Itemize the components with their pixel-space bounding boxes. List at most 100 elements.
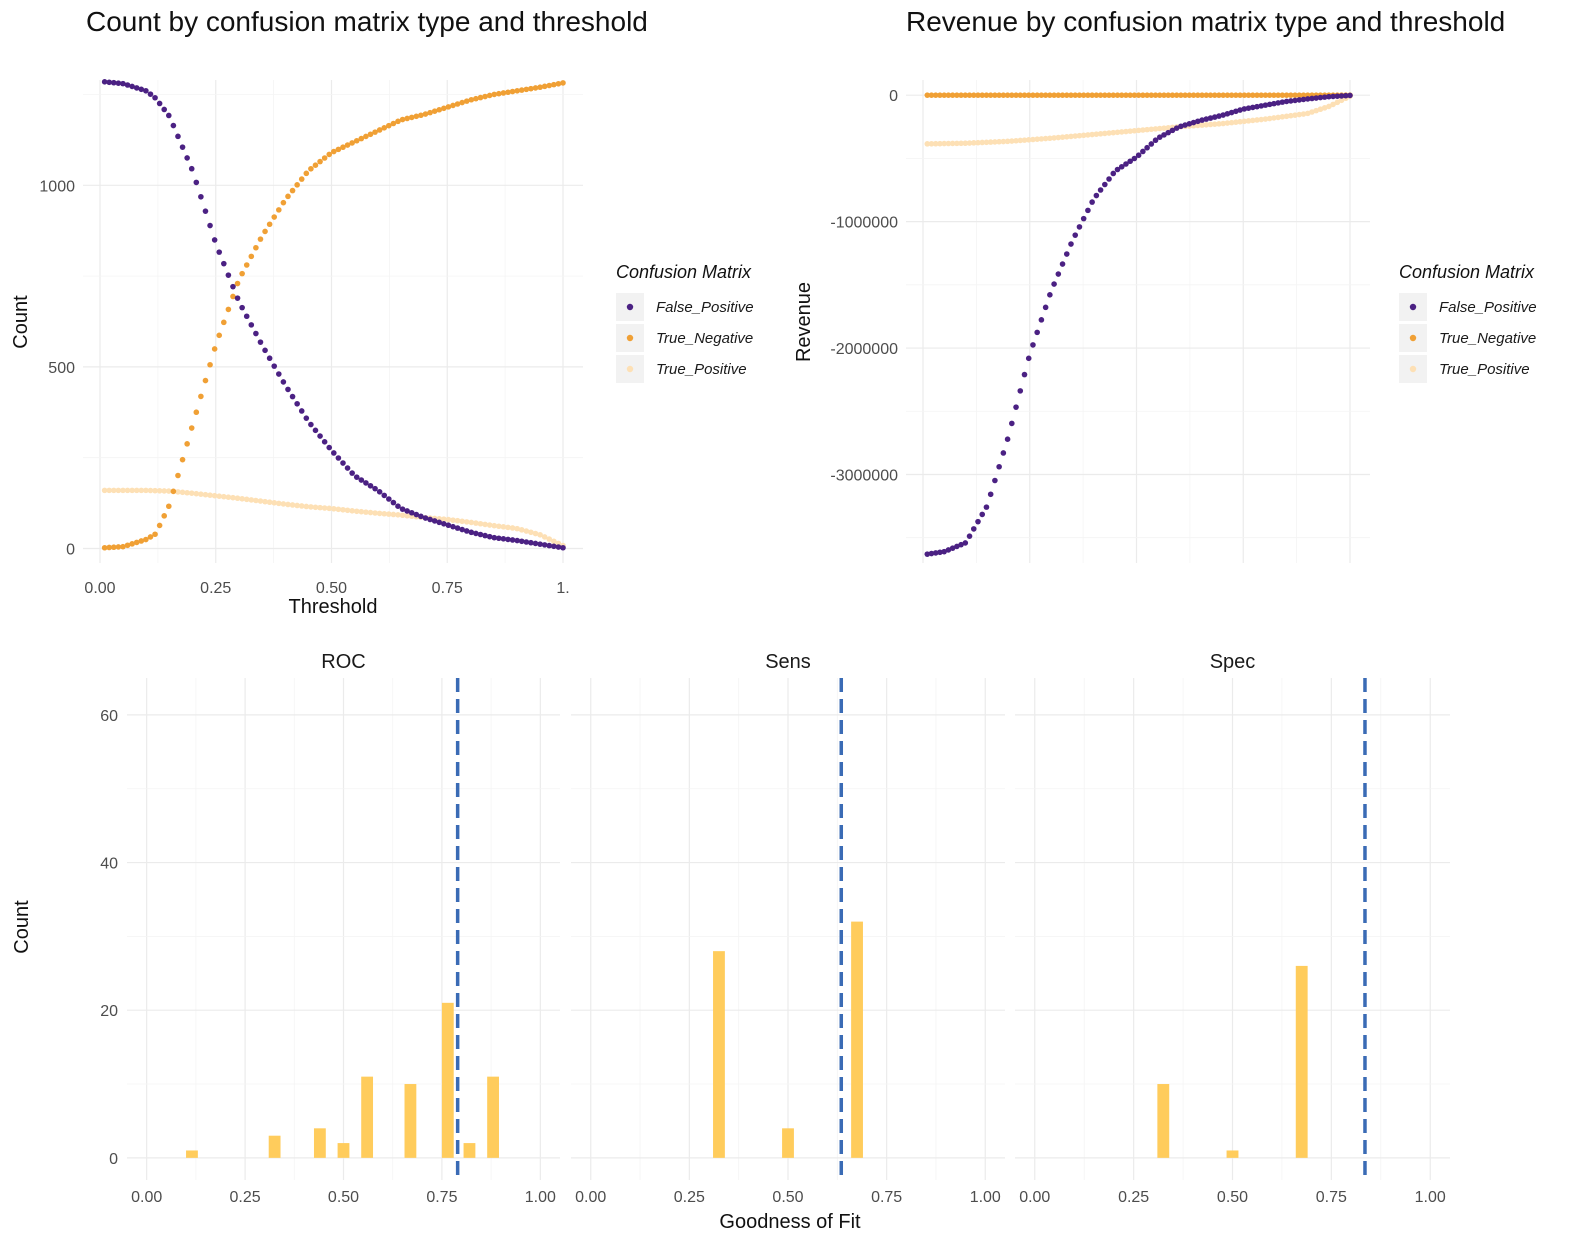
point-true-positive bbox=[106, 487, 113, 494]
point-true-positive bbox=[1207, 121, 1214, 128]
point-true-positive bbox=[1161, 125, 1167, 131]
point-true-positive bbox=[482, 521, 488, 528]
point-true-positive bbox=[1123, 128, 1129, 135]
point-false-positive bbox=[202, 208, 209, 214]
point-true-positive bbox=[1220, 120, 1226, 127]
point-false-positive bbox=[551, 543, 557, 550]
point-false-positive bbox=[1038, 317, 1045, 323]
point-true-negative bbox=[1249, 92, 1256, 98]
point-false-positive bbox=[372, 485, 378, 492]
point-false-positive bbox=[1034, 329, 1040, 336]
histogram-bar bbox=[441, 1002, 454, 1158]
point-false-positive bbox=[1055, 271, 1062, 277]
point-true-negative bbox=[166, 503, 172, 510]
x-tick-label: 0.75 bbox=[1316, 1189, 1347, 1206]
point-true-negative bbox=[541, 83, 548, 90]
point-true-positive bbox=[399, 512, 406, 519]
point-true-positive bbox=[1063, 133, 1070, 140]
point-true-negative bbox=[992, 92, 998, 98]
point-true-positive bbox=[363, 509, 369, 515]
point-true-positive bbox=[1068, 133, 1074, 140]
x-tick-label: 0.25 bbox=[230, 1189, 261, 1206]
point-true-negative bbox=[1144, 92, 1150, 98]
count-chart-y-label: Count bbox=[10, 295, 32, 349]
x-tick-label: 0.25 bbox=[1118, 1189, 1149, 1206]
point-false-positive bbox=[1093, 192, 1100, 199]
point-false-positive bbox=[1165, 129, 1172, 136]
point-true-positive bbox=[262, 498, 268, 505]
point-true-negative bbox=[326, 151, 333, 158]
point-true-positive bbox=[1304, 110, 1311, 117]
point-true-positive bbox=[551, 538, 557, 545]
point-false-positive bbox=[1342, 92, 1349, 99]
point-true-positive bbox=[221, 493, 227, 500]
point-false-positive bbox=[303, 415, 310, 421]
point-true-positive bbox=[1009, 138, 1015, 144]
point-true-negative bbox=[1009, 92, 1015, 98]
point-false-positive bbox=[381, 492, 388, 499]
point-true-positive bbox=[1118, 129, 1125, 135]
point-true-positive bbox=[120, 487, 126, 494]
point-false-positive bbox=[321, 439, 328, 445]
point-true-positive bbox=[193, 490, 200, 497]
point-false-positive bbox=[262, 347, 268, 354]
point-false-positive bbox=[1195, 118, 1201, 125]
point-true-positive bbox=[271, 499, 278, 506]
point-false-positive bbox=[1309, 95, 1315, 102]
point-false-positive bbox=[932, 550, 939, 556]
point-false-positive bbox=[1292, 97, 1298, 104]
point-true-negative bbox=[1296, 92, 1303, 98]
point-true-positive bbox=[1271, 115, 1277, 121]
point-true-negative bbox=[120, 543, 126, 550]
point-true-negative bbox=[1254, 92, 1260, 98]
point-false-positive bbox=[294, 400, 300, 407]
point-true-negative bbox=[996, 92, 1002, 98]
count-chart-grid bbox=[83, 80, 583, 563]
point-true-negative bbox=[1190, 92, 1197, 98]
point-false-positive bbox=[216, 249, 223, 255]
point-true-negative bbox=[1216, 92, 1222, 98]
point-true-positive bbox=[1000, 138, 1007, 145]
point-true-positive bbox=[1203, 121, 1210, 128]
point-true-negative bbox=[239, 270, 245, 277]
point-false-positive bbox=[1042, 304, 1049, 311]
point-true-positive bbox=[500, 524, 507, 530]
point-false-positive bbox=[1047, 292, 1053, 298]
point-true-negative bbox=[170, 488, 177, 495]
point-true-positive bbox=[1241, 118, 1248, 125]
point-false-positive bbox=[431, 518, 438, 524]
point-false-positive bbox=[1123, 161, 1129, 167]
histogram-bar bbox=[851, 921, 863, 1158]
point-false-positive bbox=[152, 94, 158, 101]
point-true-negative bbox=[216, 332, 223, 339]
legend-key-false-positive bbox=[1409, 303, 1417, 311]
point-true-negative bbox=[491, 91, 498, 98]
point-false-positive bbox=[1102, 181, 1108, 188]
histogram-bar bbox=[1226, 1150, 1239, 1158]
point-true-positive bbox=[1097, 130, 1104, 137]
point-true-positive bbox=[1106, 130, 1112, 136]
point-true-negative bbox=[560, 80, 566, 86]
point-false-positive bbox=[1211, 114, 1218, 120]
point-true-negative bbox=[445, 104, 452, 110]
point-true-negative bbox=[156, 522, 163, 529]
legend-key-true-negative bbox=[626, 334, 634, 342]
point-false-positive bbox=[133, 85, 140, 91]
point-false-positive bbox=[1186, 120, 1193, 127]
point-true-negative bbox=[983, 92, 990, 98]
x-tick-label: 0.50 bbox=[328, 1189, 359, 1206]
point-true-positive bbox=[528, 529, 534, 536]
point-false-positive bbox=[1275, 100, 1281, 106]
point-true-positive bbox=[124, 487, 131, 494]
point-true-positive bbox=[1313, 107, 1319, 114]
point-true-negative bbox=[1063, 92, 1070, 98]
goodness-of-fit-histograms: ROC 0.00 0.25 0.50 0.75 1.00 Sens 0.00 0.25 0.50 0… bbox=[11, 651, 1450, 1233]
point-true-positive bbox=[975, 139, 981, 146]
point-true-negative bbox=[459, 99, 465, 106]
point-true-positive bbox=[207, 492, 213, 498]
point-true-negative bbox=[482, 93, 488, 100]
y-tick-label: 0 bbox=[66, 541, 75, 558]
point-true-positive bbox=[335, 506, 342, 513]
point-true-positive bbox=[1127, 128, 1133, 134]
point-true-negative bbox=[198, 393, 204, 400]
